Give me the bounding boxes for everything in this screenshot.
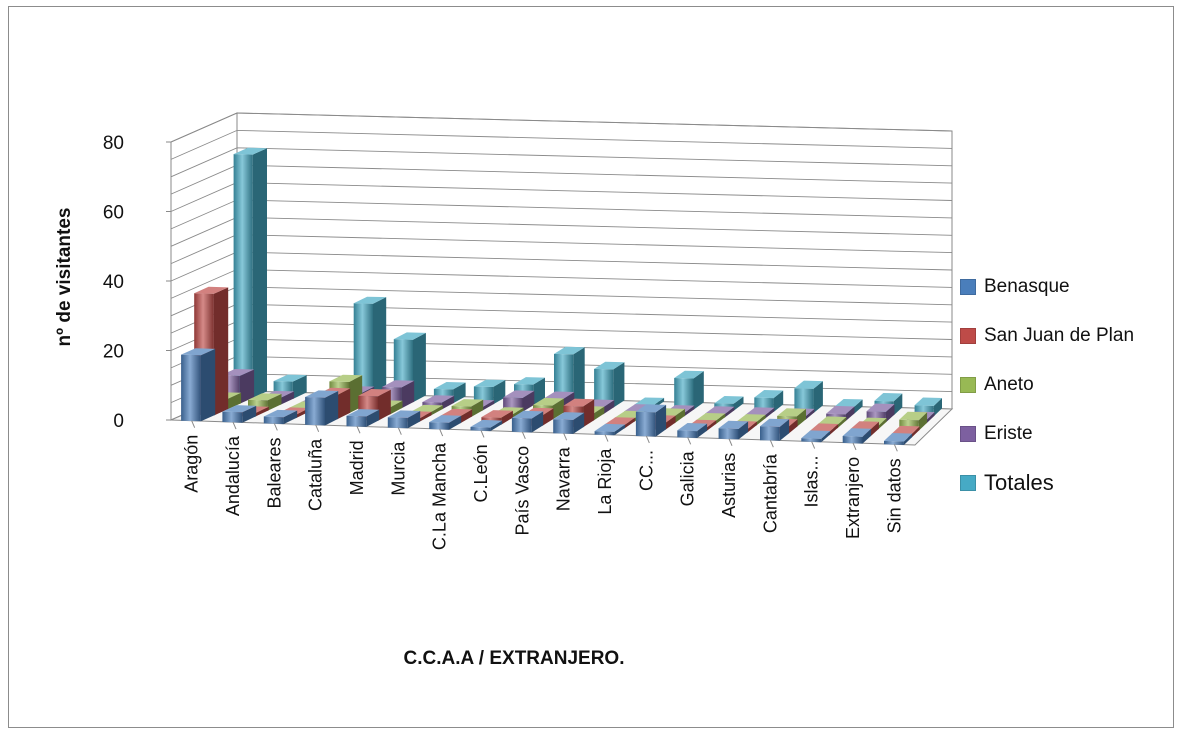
x-tick	[232, 421, 237, 430]
x-tick	[645, 435, 650, 444]
x-tick-label: Baleares	[264, 438, 284, 509]
legend-label: Aneto	[984, 373, 1034, 395]
x-tick-label: Murcia	[388, 441, 408, 496]
bar-benasque	[429, 415, 462, 430]
bar-totales	[233, 147, 267, 398]
bar-benasque	[635, 404, 667, 437]
x-tick	[852, 442, 857, 451]
x-tick-label: Islas...	[802, 456, 822, 508]
legend-label: Benasque	[984, 275, 1070, 297]
bar-benasque	[305, 390, 339, 426]
legend-swatch	[960, 278, 976, 295]
bar-benasque	[263, 409, 298, 425]
y-tick-label: 60	[103, 203, 124, 224]
bar-benasque	[760, 418, 790, 441]
legend-label: San Juan de Plan	[984, 324, 1135, 346]
bar-benasque	[511, 410, 544, 433]
legend-swatch	[960, 474, 976, 491]
bar-benasque	[222, 405, 257, 423]
y-axis-label: nº de visitantes	[54, 208, 75, 347]
x-tick	[273, 423, 278, 431]
x-tick-label: Andalucía	[223, 435, 243, 516]
bar-benasque	[842, 428, 872, 444]
y-tick-label: 20	[103, 342, 124, 363]
legend-swatch	[960, 425, 976, 442]
bar-totales	[353, 296, 387, 402]
x-tick-label: Asturias	[719, 453, 739, 518]
x-tick-label: Madrid	[347, 440, 367, 495]
legend-swatch	[960, 327, 976, 344]
y-tick-label: 80	[103, 133, 124, 154]
gridline	[170, 112, 953, 143]
x-tick	[480, 430, 485, 438]
x-tick-label: C.La Mancha	[430, 442, 450, 550]
x-tick-label: Galicia	[678, 450, 698, 506]
bar-benasque	[387, 410, 421, 429]
x-tick-label: Cataluña	[306, 438, 326, 511]
x-tick-label: CC...	[636, 450, 656, 491]
x-tick-label: C.León	[471, 444, 491, 502]
legend-item: Aneto	[960, 360, 1170, 409]
x-tick	[604, 434, 609, 442]
x-tick-label: Aragón	[182, 435, 202, 493]
y-tick-label: 0	[113, 411, 124, 432]
bar-totales	[794, 380, 823, 413]
x-tick	[893, 444, 898, 452]
legend-label: Eriste	[984, 422, 1033, 444]
x-tick	[397, 427, 402, 435]
bar-benasque	[801, 430, 831, 443]
x-tick-label: Cantabría	[760, 453, 780, 533]
bar-totales	[674, 370, 704, 410]
x-tick-label: Navarra	[554, 446, 574, 511]
bar-totales	[594, 361, 625, 408]
legend-swatch	[960, 376, 976, 393]
x-tick	[521, 431, 526, 440]
bar-benasque	[181, 348, 216, 422]
x-tick	[356, 426, 361, 434]
x-tick	[728, 438, 733, 446]
x-tick	[769, 439, 774, 448]
bar-benasque	[346, 409, 380, 427]
x-tick-label: Sin datos	[884, 458, 904, 533]
x-tick	[191, 420, 196, 428]
legend-item: San Juan de Plan	[960, 311, 1170, 360]
x-axis-label: C.C.A.A / EXTRANJERO.	[404, 648, 625, 669]
legend-item: Eriste	[960, 409, 1170, 458]
bar-benasque	[594, 423, 626, 436]
legend: Benasque San Juan de Plan Aneto Eriste Total…	[960, 262, 1170, 507]
x-tick	[315, 424, 320, 433]
bar-benasque	[884, 433, 913, 445]
legend-item: Totales	[960, 458, 1170, 507]
gridline	[170, 147, 953, 178]
y-tick-label: 40	[103, 272, 124, 293]
bar-benasque	[470, 419, 503, 432]
x-tick	[811, 441, 816, 449]
x-tick-label: La Rioja	[595, 448, 615, 515]
legend-label: Totales	[984, 469, 1054, 495]
bar-benasque	[553, 412, 585, 434]
bar-benasque	[677, 423, 708, 438]
x-tick	[563, 432, 568, 441]
legend-item: Benasque	[960, 262, 1170, 311]
x-tick	[439, 428, 444, 437]
bar-benasque	[718, 420, 749, 440]
x-tick	[687, 437, 692, 445]
bar-totales	[754, 390, 784, 412]
x-tick-label: País Vasco	[512, 446, 532, 536]
gridline	[170, 129, 953, 160]
x-tick-label: Extranjero	[843, 457, 863, 539]
